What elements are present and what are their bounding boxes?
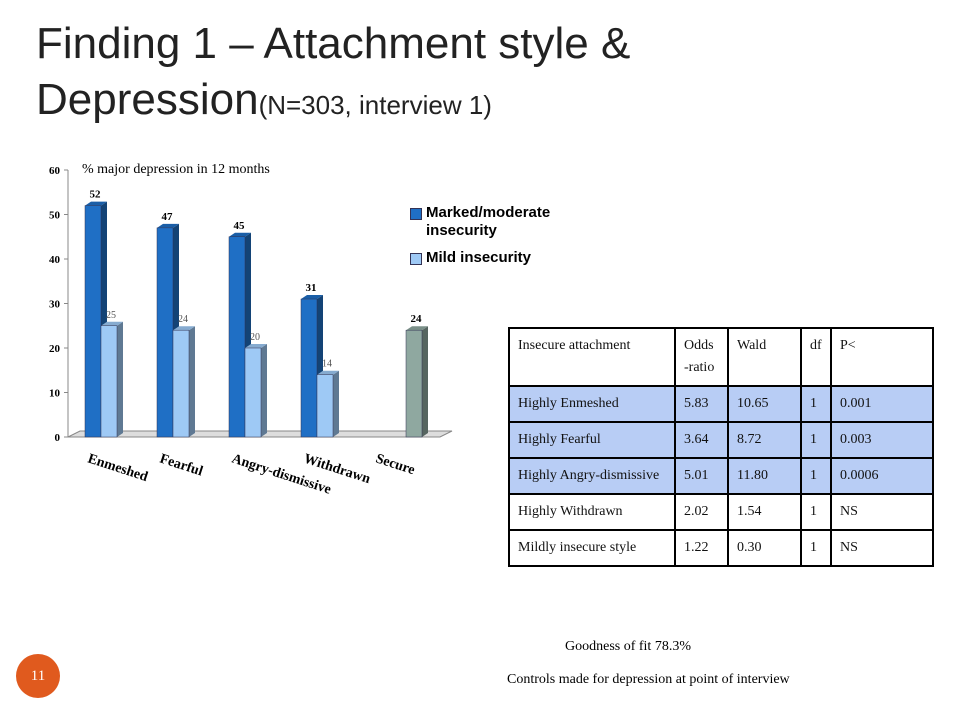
bar-side bbox=[117, 321, 123, 437]
table-cell: Highly Withdrawn bbox=[508, 493, 676, 531]
slide-title: Finding 1 – Attachment style & Depressio… bbox=[36, 16, 726, 133]
table-cell: 1 bbox=[800, 493, 832, 531]
table-cell: 5.83 bbox=[674, 385, 729, 423]
y-tick-label: 10 bbox=[49, 388, 61, 400]
y-tick-label: 0 bbox=[55, 432, 61, 444]
bar-top bbox=[406, 326, 428, 331]
bar-top bbox=[245, 344, 267, 348]
legend-label: Mild insecurity bbox=[426, 249, 532, 266]
title-note: (N=303, interview 1) bbox=[258, 90, 492, 120]
table-cell: 8.72 bbox=[727, 421, 802, 459]
legend-item: Mild insecurity bbox=[410, 249, 560, 267]
value-label: 31 bbox=[306, 282, 317, 294]
table-cell: 0.0006 bbox=[830, 457, 934, 495]
table-row: Highly Fearful 3.64 8.72 1 0.003 bbox=[508, 421, 934, 459]
table-cell: 1 bbox=[800, 385, 832, 423]
x-tick-label: Fearful bbox=[158, 452, 205, 480]
table-cell: df bbox=[800, 327, 832, 387]
bar-top bbox=[229, 232, 251, 237]
table-cell: 1 bbox=[800, 457, 832, 495]
y-axis-label: % major depression in 12 months bbox=[82, 162, 270, 177]
bar bbox=[156, 227, 174, 438]
bar bbox=[405, 329, 423, 438]
legend-label: Marked/moderate insecurity bbox=[426, 204, 551, 239]
legend-swatch bbox=[410, 253, 422, 265]
bar-top bbox=[301, 295, 323, 300]
table-cell: 0.003 bbox=[830, 421, 934, 459]
table-cell: NS bbox=[830, 493, 934, 531]
legend-swatch bbox=[410, 208, 422, 220]
table-row: Highly Withdrawn 2.02 1.54 1 NS bbox=[508, 493, 934, 531]
bar bbox=[100, 325, 118, 438]
table-cell: 11.80 bbox=[727, 457, 802, 495]
bar bbox=[244, 347, 262, 438]
bar-top bbox=[317, 370, 339, 375]
bar-top bbox=[173, 326, 195, 331]
bar-side bbox=[261, 344, 267, 437]
table-cell: NS bbox=[830, 529, 934, 567]
value-label: 25 bbox=[106, 310, 116, 321]
title-text: Finding 1 – Attachment style & Depressio… bbox=[36, 19, 631, 124]
bar-side bbox=[333, 370, 339, 437]
table-row: Insecure attachment Odds -ratio Wald df P< bbox=[508, 327, 934, 387]
table-cell: Wald bbox=[727, 327, 802, 387]
table-cell: Odds -ratio bbox=[674, 327, 729, 387]
bar bbox=[316, 374, 334, 438]
table-cell: P< bbox=[830, 327, 934, 387]
table-cell: 1 bbox=[800, 421, 832, 459]
bar bbox=[84, 205, 102, 438]
goodness-of-fit: Goodness of fit 78.3% bbox=[565, 639, 691, 654]
table-cell: 0.001 bbox=[830, 385, 934, 423]
table-cell: Highly Angry-dismissive bbox=[508, 457, 676, 495]
value-label: 24 bbox=[411, 313, 423, 325]
table-row: Highly Angry-dismissive 5.01 11.80 1 0.0006 bbox=[508, 457, 934, 495]
table-cell: Mildly insecure style bbox=[508, 529, 676, 567]
table-cell: 0.30 bbox=[727, 529, 802, 567]
table-row: Highly Enmeshed 5.83 10.65 1 0.001 bbox=[508, 385, 934, 423]
table-cell: Highly Enmeshed bbox=[508, 385, 676, 423]
bar bbox=[172, 329, 190, 438]
bar bbox=[228, 236, 246, 438]
x-tick-label: Secure bbox=[374, 452, 417, 479]
y-tick-label: 30 bbox=[49, 299, 61, 311]
table-row: Mildly insecure style 1.22 0.30 1 NS bbox=[508, 529, 934, 567]
table-cell: 1.54 bbox=[727, 493, 802, 531]
value-label: 45 bbox=[234, 220, 246, 232]
value-label: 52 bbox=[90, 189, 102, 201]
value-label: 47 bbox=[162, 211, 174, 223]
y-tick-label: 50 bbox=[49, 210, 61, 222]
results-table: Insecure attachment Odds -ratio Wald df P< Hi… bbox=[508, 327, 934, 567]
bar-top bbox=[101, 321, 123, 326]
table-cell: 2.02 bbox=[674, 493, 729, 531]
bar bbox=[300, 298, 318, 438]
y-tick-label: 20 bbox=[49, 343, 61, 355]
table-cell: 1.22 bbox=[674, 529, 729, 567]
table-cell: Highly Fearful bbox=[508, 421, 676, 459]
table-cell: 3.64 bbox=[674, 421, 729, 459]
bar-top bbox=[157, 223, 179, 228]
value-label: 14 bbox=[322, 359, 332, 370]
value-label: 20 bbox=[250, 332, 260, 343]
bar-side bbox=[189, 326, 195, 437]
slide-number: 11 bbox=[16, 654, 60, 698]
y-tick-label: 60 bbox=[49, 165, 61, 177]
value-label: 24 bbox=[178, 314, 188, 325]
footnote: Controls made for depression at point of… bbox=[507, 672, 790, 687]
table-cell: 5.01 bbox=[674, 457, 729, 495]
bar-side bbox=[422, 326, 428, 437]
table-cell: 10.65 bbox=[727, 385, 802, 423]
bar-top bbox=[85, 201, 107, 206]
legend-item: Marked/moderate insecurity bbox=[410, 204, 560, 240]
table-cell: 1 bbox=[800, 529, 832, 567]
x-tick-label: Enmeshed bbox=[86, 452, 150, 486]
y-tick-label: 40 bbox=[49, 254, 61, 266]
table-cell: Insecure attachment bbox=[508, 327, 676, 387]
